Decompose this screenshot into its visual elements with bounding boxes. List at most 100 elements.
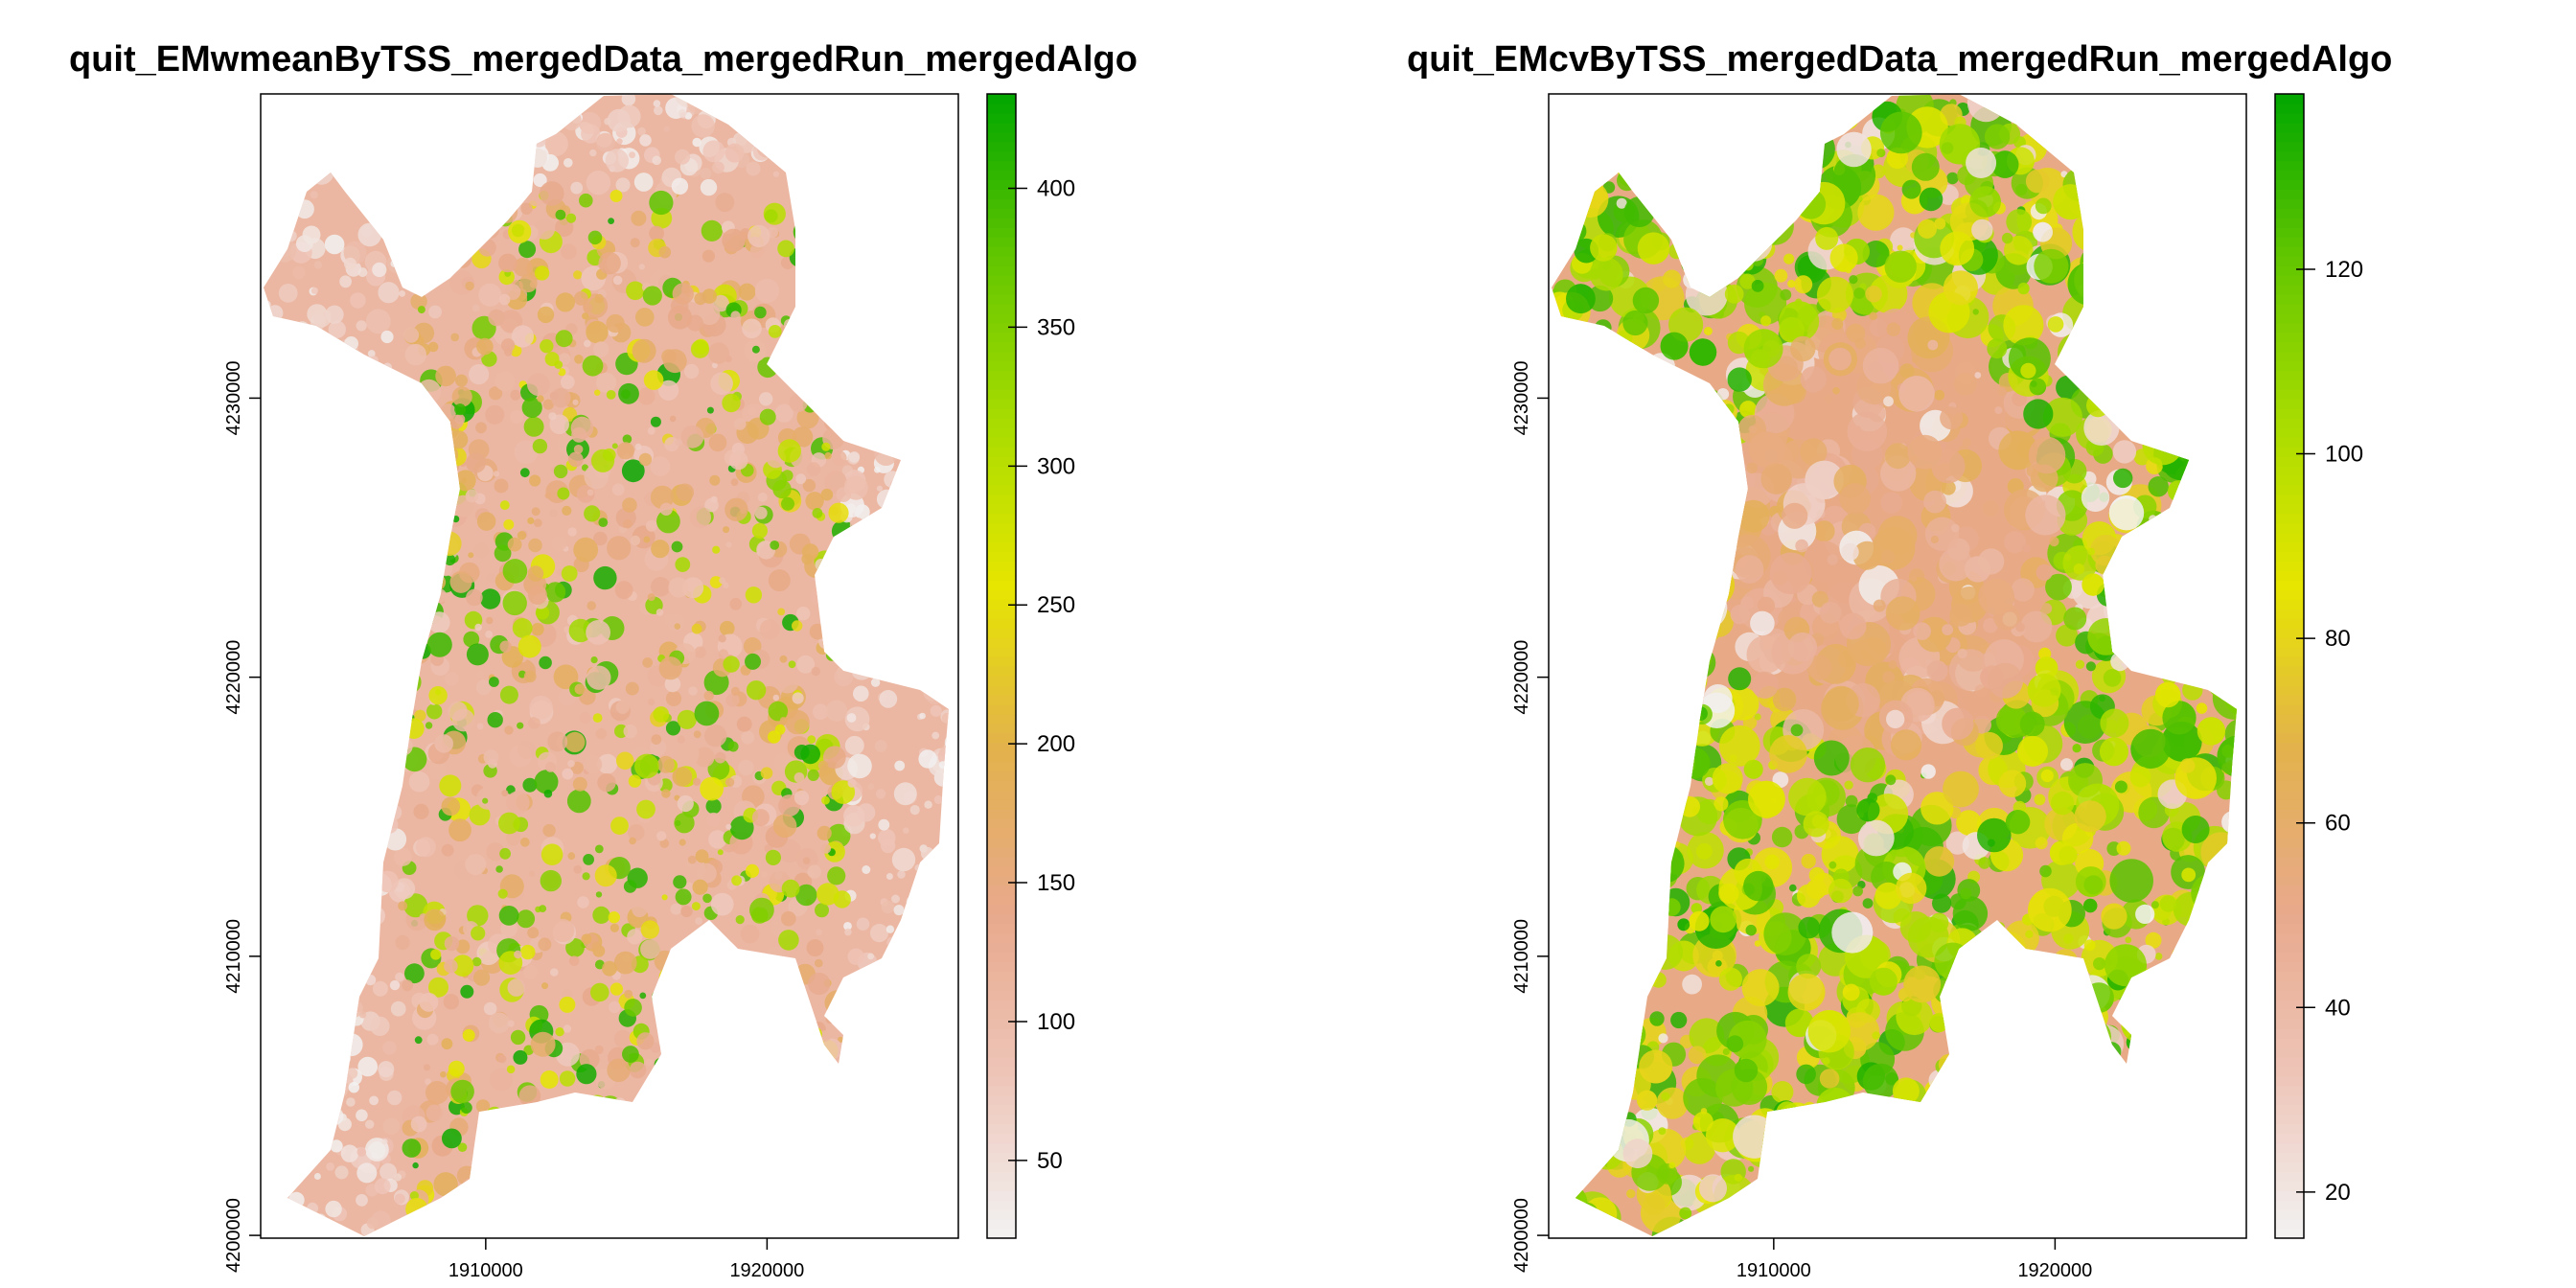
raster-cell: [715, 1011, 728, 1025]
raster-cell: [2114, 293, 2125, 303]
raster-cell: [944, 1080, 949, 1091]
raster-cell: [656, 509, 680, 534]
raster-cell: [342, 904, 364, 926]
raster-cell: [1983, 998, 1993, 1008]
raster-cell: [482, 797, 489, 804]
raster-cell: [1552, 1065, 1580, 1108]
raster-cell: [2229, 978, 2237, 1000]
raster-cell: [1656, 923, 1667, 933]
raster-cell: [939, 260, 949, 279]
raster-cell: [264, 719, 279, 743]
raster-cell: [704, 724, 727, 748]
raster-cell: [847, 753, 872, 779]
raster-cell: [2183, 94, 2216, 115]
raster-cell: [1592, 1000, 1606, 1016]
raster-cell: [1652, 360, 1663, 371]
legend-step: [987, 1190, 1016, 1201]
raster-cell: [897, 559, 908, 571]
raster-cell: [2096, 116, 2105, 126]
raster-cell: [2134, 312, 2145, 323]
raster-cell: [678, 839, 686, 846]
raster-cell: [380, 1162, 398, 1181]
raster-cell: [1645, 975, 1654, 984]
raster-cell: [290, 517, 310, 536]
raster-cell: [1608, 869, 1649, 911]
raster-cell: [1986, 1090, 2026, 1130]
raster-cell: [608, 911, 620, 924]
raster-cell: [2155, 1000, 2176, 1022]
raster-cell: [634, 443, 642, 450]
raster-cell: [1836, 1111, 1844, 1119]
raster-cell: [535, 606, 550, 620]
raster-cell: [490, 175, 504, 190]
raster-cell: [288, 668, 305, 685]
raster-cell: [630, 1193, 650, 1213]
raster-cell: [1574, 138, 1598, 164]
raster-cell: [922, 403, 942, 424]
raster-cell: [924, 855, 938, 869]
raster-cell: [365, 975, 377, 986]
raster-cell: [477, 175, 493, 191]
raster-cell: [1878, 1172, 1912, 1207]
raster-cell: [382, 1117, 400, 1135]
raster-cell: [1683, 649, 1690, 656]
raster-cell: [502, 1222, 512, 1232]
raster-cell: [1787, 279, 1796, 288]
raster-cell: [2179, 497, 2219, 537]
legend-step: [987, 647, 1016, 657]
raster-cell: [2082, 1075, 2103, 1095]
raster-cell: [278, 284, 298, 303]
raster-cell: [2029, 1035, 2045, 1052]
raster-cell: [822, 1072, 847, 1097]
raster-cell: [815, 1204, 834, 1222]
raster-cell: [751, 345, 760, 354]
raster-cell: [1681, 253, 1702, 275]
legend-step: [987, 809, 1016, 819]
raster-cell: [622, 497, 637, 513]
raster-cell: [370, 155, 393, 179]
raster-cell: [947, 638, 949, 649]
raster-cell: [621, 459, 645, 483]
raster-cell: [846, 648, 854, 655]
raster-cell: [658, 1175, 672, 1189]
raster-cell: [2179, 1209, 2207, 1236]
raster-cell: [931, 1136, 945, 1150]
raster-cell: [1568, 328, 1612, 372]
raster-cell: [1611, 1021, 1640, 1049]
raster-cell: [2081, 483, 2110, 512]
raster-cell: [1828, 878, 1853, 904]
raster-cell: [544, 492, 551, 499]
raster-cell: [718, 634, 726, 643]
raster-cell: [2218, 472, 2237, 516]
raster-cell: [2124, 1162, 2143, 1181]
raster-cell: [407, 481, 421, 494]
raster-cell: [825, 1157, 840, 1171]
raster-cell: [725, 983, 750, 1008]
raster-cell: [878, 818, 890, 831]
legend-step: [987, 208, 1016, 218]
raster-cell: [441, 843, 454, 857]
raster-cell: [1819, 1104, 1835, 1120]
raster-cell: [867, 1204, 885, 1221]
raster-cell: [2127, 985, 2157, 1016]
legend-step: [987, 894, 1016, 906]
raster-cell: [1712, 207, 1753, 248]
legend-step: [987, 94, 1016, 104]
raster-cell: [274, 818, 297, 841]
raster-cell: [2175, 561, 2183, 568]
raster-cell: [2137, 104, 2158, 125]
raster-cell: [1940, 1176, 1948, 1184]
raster-cell: [863, 1017, 887, 1040]
raster-cell: [1785, 1139, 1798, 1153]
raster-cell: [289, 143, 312, 166]
raster-cell: [1674, 607, 1701, 633]
raster-cell: [2058, 333, 2098, 373]
raster-cell: [264, 747, 275, 757]
raster-cell: [717, 849, 724, 856]
raster-cell: [451, 954, 474, 977]
raster-cell: [531, 507, 540, 517]
raster-cell: [2214, 445, 2237, 486]
raster-cell: [311, 761, 329, 778]
raster-cell: [919, 349, 931, 360]
raster-cell: [2123, 593, 2131, 603]
